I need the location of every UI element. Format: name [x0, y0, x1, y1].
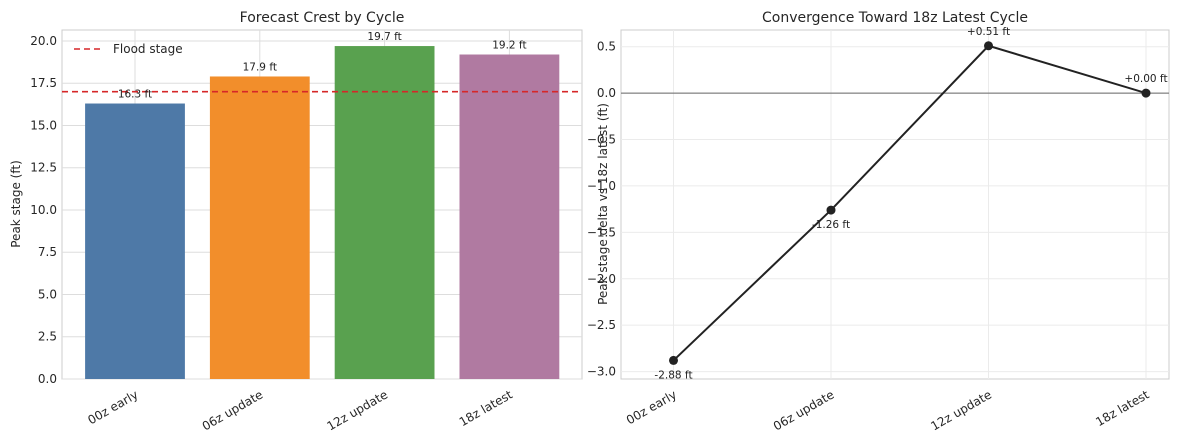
legend-label: Flood stage: [113, 42, 183, 56]
x-tick-labels: 00z early 06z update 12z update 18z latest: [85, 387, 515, 433]
x-tick-label: 00z early: [624, 387, 679, 427]
x-tick-labels: 00z early 06z update 12z update 18z latest: [624, 387, 1152, 433]
y-axis-label: Peak stage delta vs 18z latest (ft): [596, 103, 610, 305]
bar-data-label: 17.9 ft: [243, 61, 277, 73]
x-tick-label: 06z update: [771, 387, 837, 433]
y-tick-label: 2.5: [38, 330, 57, 344]
x-tick-label: 00z early: [85, 387, 140, 427]
y-tick-label: 12.5: [30, 161, 57, 175]
x-tick-label: 12z update: [928, 387, 994, 433]
x-tick-label: 18z latest: [457, 387, 515, 429]
plot-area: [620, 29, 1170, 380]
y-tick-label: −3.0: [587, 365, 616, 379]
bar-data-labels: 16.3 ft 17.9 ft 19.7 ft 19.2 ft: [118, 31, 527, 100]
y-tick-label: 0.5: [597, 40, 616, 54]
point-data-label: -1.26 ft: [812, 219, 850, 231]
bar-data-label: 19.2 ft: [492, 40, 526, 52]
y-tick-label: 0.0: [597, 86, 616, 100]
point-data-labels: -2.88 ft -1.26 ft +0.51 ft +0.00 ft: [654, 26, 1167, 382]
y-tick-label: 15.0: [30, 118, 57, 132]
point-data-label: +0.00 ft: [1124, 73, 1167, 85]
series-line: [672, 44, 1147, 362]
y-tick-labels: −3.0 −2.5 −2.0 −1.5 −1.0 −0.5 0.0 0.5: [587, 40, 616, 379]
y-tick-labels: 0.0 2.5 5.0 7.5 10.0 12.5 15.0 17.5 20.0: [30, 34, 57, 386]
x-tick-label: 12z update: [324, 387, 390, 433]
crest-bar-chart: 16.3 ft 17.9 ft 19.7 ft 19.2 ft 0.0 2.5 5.0 7.…: [9, 10, 583, 433]
y-tick-label: −1.5: [587, 225, 616, 239]
y-tick-label: −2.5: [587, 318, 616, 332]
data-point: [826, 205, 836, 215]
bar: [459, 54, 560, 380]
bar: [209, 76, 310, 380]
bars: [85, 46, 560, 380]
data-point: [984, 41, 993, 51]
x-tick-label: 18z latest: [1093, 387, 1151, 429]
y-tick-label: 17.5: [30, 76, 57, 90]
y-tick-label: 5.0: [38, 287, 57, 301]
point-data-label: +0.51 ft: [967, 26, 1010, 38]
y-tick-label: −0.5: [587, 133, 616, 147]
legend: Flood stage: [74, 42, 183, 56]
point-data-label: -2.88 ft: [654, 369, 692, 381]
data-point: [1141, 88, 1151, 98]
bar: [85, 103, 185, 379]
data-point: [669, 355, 678, 365]
y-tick-label: −2.0: [587, 272, 616, 286]
bar: [334, 46, 435, 379]
y-tick-label: 20.0: [30, 34, 57, 48]
chart-title: Forecast Crest by Cycle: [240, 10, 405, 26]
convergence-line-chart: -2.88 ft -1.26 ft +0.51 ft +0.00 ft −3.0 −2.…: [587, 10, 1170, 433]
y-axis-label: Peak stage (ft): [9, 160, 23, 248]
y-tick-label: 0.0: [38, 372, 57, 386]
x-tick-label: 06z update: [200, 387, 266, 433]
series-points: [669, 41, 1151, 365]
delta-series-line: [672, 44, 1147, 362]
y-tick-label: 7.5: [38, 245, 57, 259]
y-tick-label: 10.0: [30, 203, 57, 217]
bar-data-label: 19.7 ft: [367, 31, 401, 43]
bar-data-label: 16.3 ft: [118, 89, 152, 101]
chart-title: Convergence Toward 18z Latest Cycle: [762, 10, 1028, 26]
y-tick-label: −1.0: [587, 179, 616, 193]
